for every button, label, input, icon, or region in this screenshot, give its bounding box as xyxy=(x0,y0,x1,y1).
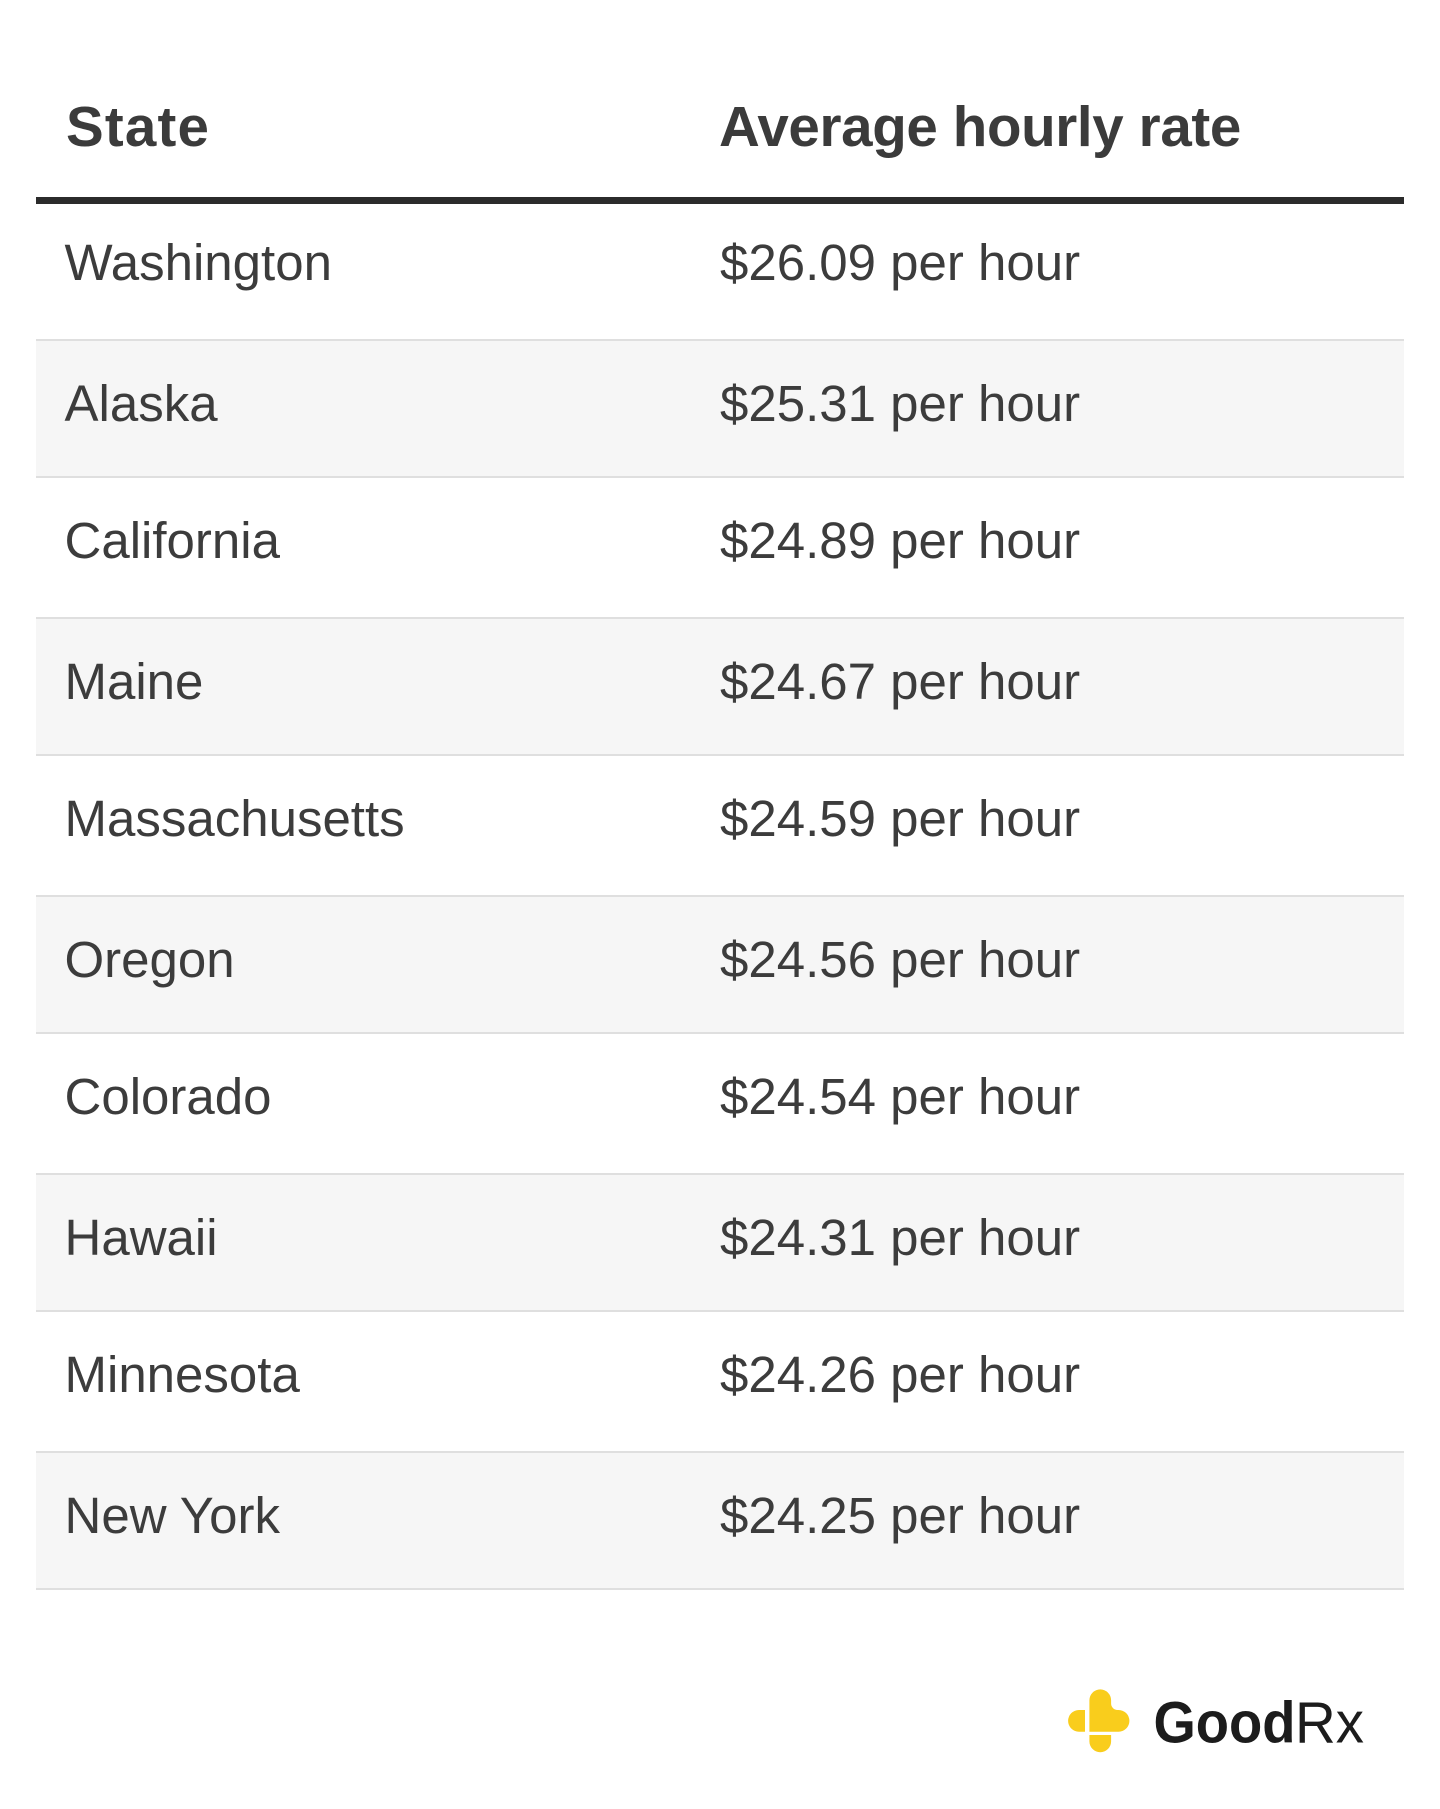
svg-text:Rx: Rx xyxy=(1295,1691,1364,1756)
svg-text:Good: Good xyxy=(1154,1691,1296,1756)
